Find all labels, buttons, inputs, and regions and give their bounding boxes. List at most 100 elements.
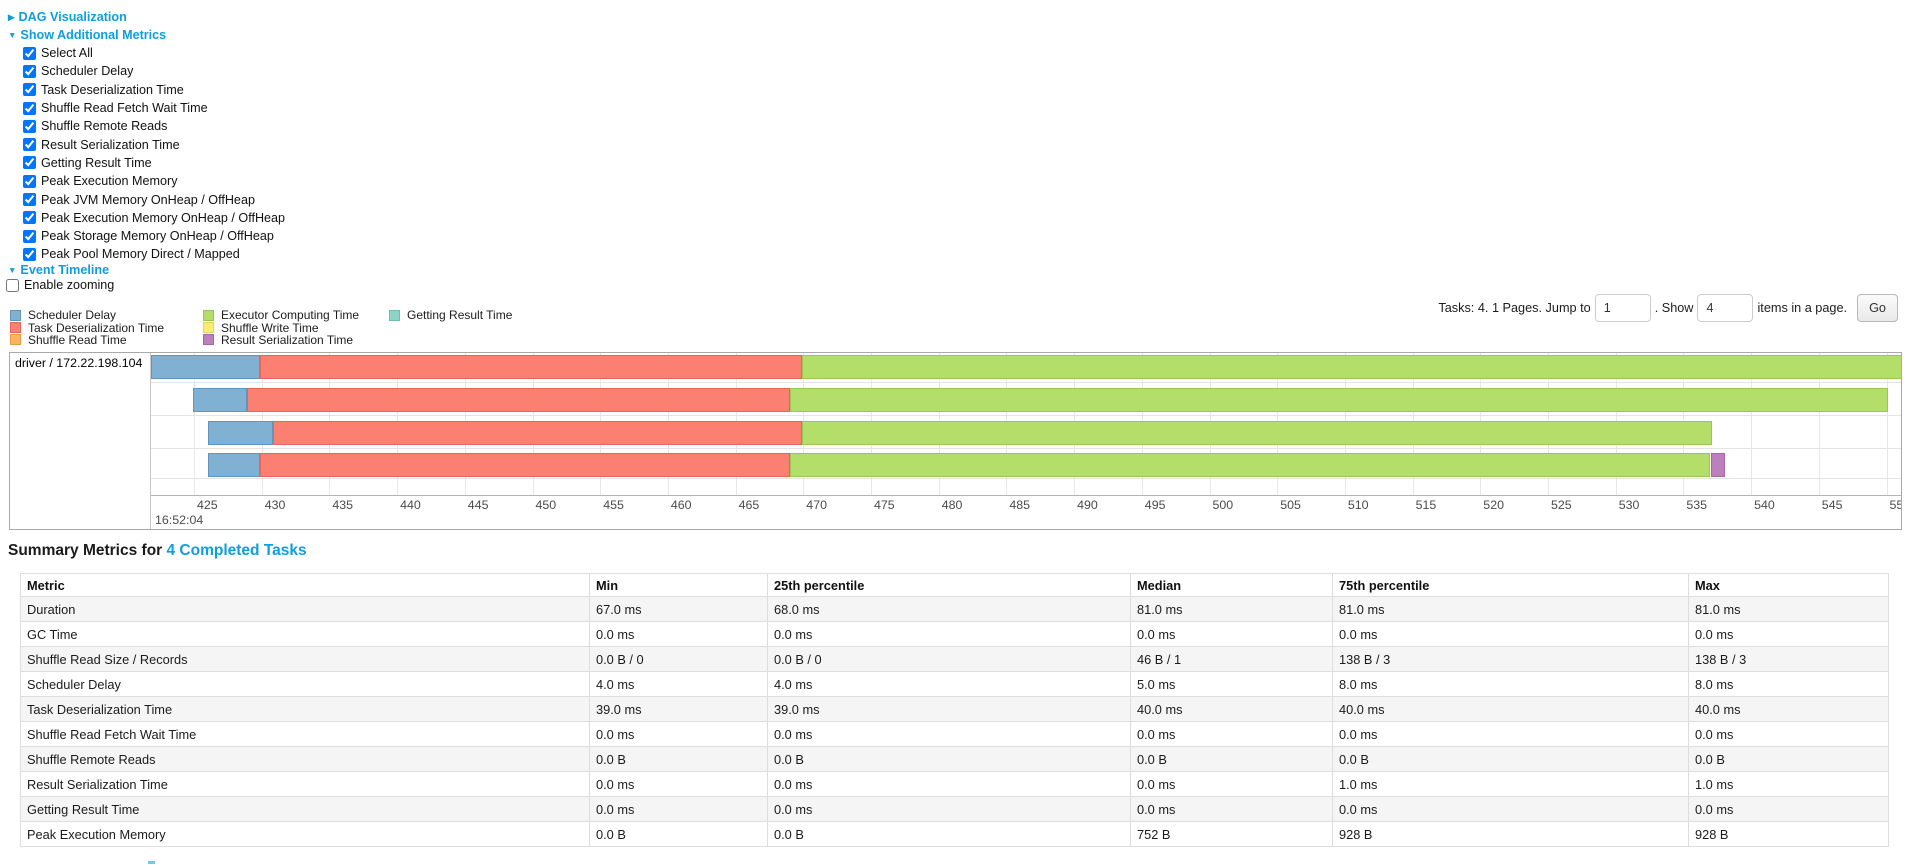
table-cell: Shuffle Read Fetch Wait Time — [20, 721, 590, 747]
legend-item: Scheduler Delay — [10, 308, 164, 322]
table-cell: 0.0 ms — [1688, 721, 1889, 747]
metric-checkbox-item: Peak Storage Memory OnHeap / OffHeap — [23, 227, 285, 245]
task-2-executor-computing-time-segment[interactable] — [789, 388, 1888, 412]
axis-tick-label: 545 — [1821, 498, 1843, 512]
table-header-cell: 75th percentile — [1332, 573, 1689, 597]
axis-tick-label: 485 — [1009, 498, 1031, 512]
task-1-scheduler-delay-segment[interactable] — [151, 355, 261, 379]
table-cell: 0.0 B — [1688, 746, 1889, 772]
pagination-tasks-label: Tasks: 4. 1 Pages. Jump to — [1438, 301, 1591, 315]
axis-tick-label: 440 — [400, 498, 421, 512]
axis-tick-label: 535 — [1686, 498, 1708, 512]
table-cell: 81.0 ms — [1688, 596, 1889, 622]
event-timeline-chart: driver / 172.22.198.104 16:52:04 425 430 4… — [9, 352, 1902, 530]
task-pagination: Tasks: 4. 1 Pages. Jump to . Show items … — [1434, 294, 1898, 322]
metric-checkbox[interactable] — [23, 138, 36, 152]
table-cell: 46 B / 1 — [1130, 646, 1333, 672]
axis-tick-label: 550 — [1889, 498, 1902, 512]
table-cell: 0.0 ms — [1332, 621, 1689, 647]
table-row: Getting Result Time 0.0 ms 0.0 ms 0.0 ms 0.0… — [20, 796, 1889, 822]
table-cell: 67.0 ms — [589, 596, 768, 622]
metric-checkbox-item: Shuffle Remote Reads — [23, 117, 285, 135]
table-cell: 0.0 ms — [1130, 796, 1333, 822]
task-3-task-deserialization-time-segment[interactable] — [272, 421, 802, 445]
table-cell: 40.0 ms — [1332, 696, 1689, 722]
page-number-input[interactable] — [1594, 294, 1651, 322]
legend-item: Executor Computing Time — [203, 308, 359, 322]
legend-label: Task Deserialization Time — [28, 320, 165, 335]
task-2-scheduler-delay-segment[interactable] — [192, 388, 247, 412]
task-1-task-deserialization-time-segment[interactable] — [260, 355, 802, 379]
axis-tick-label: 450 — [535, 498, 557, 512]
axis-tick-label: 490 — [1077, 498, 1098, 512]
task-1-executor-computing-time-segment[interactable] — [801, 355, 1901, 379]
table-cell: 4.0 ms — [589, 671, 768, 697]
metric-checkbox[interactable] — [23, 174, 36, 188]
metric-checkbox-label: Getting Result Time — [41, 155, 152, 170]
row-separator — [151, 414, 1901, 416]
pagination-items-label: items in a page. — [1757, 301, 1848, 315]
table-cell: 928 B — [1332, 821, 1689, 847]
table-cell: 4.0 ms — [767, 671, 1131, 697]
table-cell: 40.0 ms — [1130, 696, 1333, 722]
metric-checkbox[interactable] — [23, 83, 36, 97]
event-timeline-link[interactable]: ▼ Event Timeline — [8, 263, 109, 277]
task-2-task-deserialization-time-segment[interactable] — [246, 388, 790, 412]
axis-tick-label: 465 — [738, 498, 760, 512]
table-cell: Peak Execution Memory — [20, 821, 590, 847]
enable-zooming-label: Enable zooming — [24, 278, 115, 292]
legend-item: Task Deserialization Time — [10, 320, 165, 335]
axis-tick-label: 445 — [467, 498, 489, 512]
axis-tick-label: 425 — [197, 498, 218, 512]
metric-checkbox-label: Shuffle Remote Reads — [41, 119, 168, 134]
task-4-result-serialization-time-segment[interactable] — [1710, 453, 1726, 477]
metric-checkbox[interactable] — [23, 156, 36, 170]
additional-metrics-list: Select All Scheduler Delay Task Deserializ… — [23, 44, 285, 264]
metric-checkbox[interactable] — [23, 64, 36, 78]
metric-checkbox[interactable] — [23, 193, 36, 207]
axis-gridline — [1751, 353, 1753, 495]
enable-zooming-row: Enable zooming — [6, 278, 114, 292]
row-separator — [151, 447, 1901, 449]
task-3-executor-computing-time-segment[interactable] — [801, 421, 1712, 445]
row-separator — [151, 381, 1901, 383]
enable-zooming-checkbox[interactable] — [6, 278, 19, 292]
axis-tick-label: 455 — [603, 498, 624, 512]
task-4-executor-computing-time-segment[interactable] — [789, 453, 1711, 477]
axis-tick-label: 540 — [1754, 498, 1775, 512]
table-cell: 0.0 ms — [1130, 771, 1333, 797]
task-4-task-deserialization-time-segment[interactable] — [260, 453, 790, 477]
legend-label: Shuffle Write Time — [221, 320, 319, 335]
completed-tasks-link[interactable]: 4 Completed Tasks — [166, 542, 307, 559]
task-4-scheduler-delay-segment[interactable] — [207, 453, 261, 477]
metric-checkbox-item: Peak JVM Memory OnHeap / OffHeap — [23, 190, 285, 208]
task-3-scheduler-delay-segment[interactable] — [207, 421, 273, 445]
table-cell: 0.0 B — [589, 821, 768, 847]
table-cell: 752 B — [1130, 821, 1333, 847]
table-cell: 0.0 B / 0 — [767, 646, 1131, 672]
dag-visualization-link[interactable]: ▶ DAG Visualization — [8, 10, 127, 24]
metric-checkbox[interactable] — [23, 229, 36, 243]
go-button[interactable]: Go — [1857, 294, 1898, 322]
metric-checkbox-item: Peak Execution Memory OnHeap / OffHeap — [23, 209, 285, 227]
table-header-cell: 25th percentile — [767, 573, 1131, 597]
metric-checkbox[interactable] — [23, 46, 36, 60]
metric-checkbox[interactable] — [23, 101, 36, 115]
show-additional-metrics-link[interactable]: ▼ Show Additional Metrics — [8, 28, 166, 42]
table-cell: 8.0 ms — [1332, 671, 1689, 697]
table-cell: 0.0 ms — [589, 796, 768, 822]
legend-item: Shuffle Write Time — [203, 320, 359, 335]
metric-checkbox[interactable] — [23, 211, 36, 225]
table-cell: Task Deserialization Time — [20, 696, 590, 722]
axis-gridline — [1818, 353, 1820, 495]
metric-checkbox[interactable] — [23, 119, 36, 133]
metric-checkbox[interactable] — [23, 247, 36, 261]
legend-label: Shuffle Read Time — [28, 332, 127, 347]
table-cell: Shuffle Remote Reads — [20, 746, 590, 772]
table-cell: 138 B / 3 — [1332, 646, 1689, 672]
shuffle-write-time-swatch — [203, 322, 214, 334]
page-size-input[interactable] — [1697, 294, 1754, 322]
metric-checkbox-item: Peak Execution Memory — [23, 172, 285, 190]
table-cell: 81.0 ms — [1130, 596, 1333, 622]
